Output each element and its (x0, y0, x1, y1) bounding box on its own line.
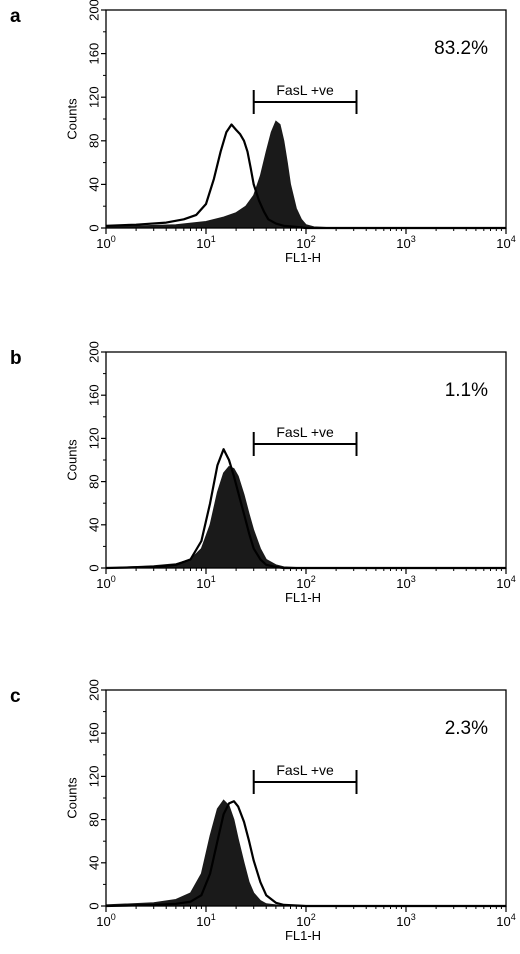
x-tick-base-b-2: 10 (296, 576, 310, 591)
y-tick-label-a-80: 80 (87, 134, 102, 148)
histogram-open-b (105, 448, 506, 570)
y-tick-label-b-40: 40 (87, 518, 102, 532)
y-axis-label-b: Counts (65, 439, 80, 481)
y-tick-label-a-120: 120 (87, 86, 102, 108)
x-tick-label-b-3: 103 (396, 574, 415, 591)
x-tick-label-c-2: 102 (296, 912, 315, 929)
y-tick-label-c-200: 200 (87, 679, 102, 701)
x-tick-label-c-1: 101 (196, 912, 215, 929)
y-tick-label-c-80: 80 (87, 812, 102, 826)
percentage-annotation-c: 2.3% (445, 718, 488, 739)
x-tick-exponent-a-3: 3 (411, 234, 416, 244)
x-tick-exponent-b-0: 0 (111, 574, 116, 584)
y-tick-label-b-0: 0 (87, 564, 102, 571)
x-tick-exponent-c-1: 1 (211, 912, 216, 922)
x-tick-label-b-0: 100 (96, 574, 115, 591)
y-tick-label-b-200: 200 (87, 341, 102, 363)
x-tick-label-c-4: 104 (496, 912, 515, 929)
x-tick-label-b-4: 104 (496, 574, 515, 591)
x-tick-exponent-c-2: 2 (311, 912, 316, 922)
y-tick-label-a-200: 200 (87, 0, 102, 21)
x-tick-base-b-4: 10 (496, 576, 510, 591)
x-tick-base-c-0: 10 (96, 914, 110, 929)
x-tick-exponent-b-2: 2 (311, 574, 316, 584)
x-tick-label-a-1: 101 (196, 234, 215, 251)
x-tick-label-a-3: 103 (396, 234, 415, 251)
x-tick-base-c-4: 10 (496, 914, 510, 929)
histogram-filled-c (105, 799, 506, 907)
x-tick-exponent-c-0: 0 (111, 912, 116, 922)
x-tick-label-b-2: 102 (296, 574, 315, 591)
x-tick-exponent-c-3: 3 (411, 912, 416, 922)
x-tick-base-a-1: 10 (196, 236, 210, 251)
x-tick-label-c-0: 100 (96, 912, 115, 929)
y-tick-label-a-40: 40 (87, 177, 102, 191)
y-tick-label-c-120: 120 (87, 766, 102, 788)
y-tick-label-c-0: 0 (87, 902, 102, 909)
percentage-annotation-b: 1.1% (445, 380, 488, 401)
histogram-filled-b (105, 465, 506, 569)
x-tick-exponent-b-1: 1 (211, 574, 216, 584)
y-tick-label-b-120: 120 (87, 428, 102, 450)
x-axis-label-c: FL1-H (285, 928, 321, 943)
x-tick-label-a-4: 104 (496, 234, 515, 251)
x-tick-exponent-a-2: 2 (311, 234, 316, 244)
x-tick-exponent-a-1: 1 (211, 234, 216, 244)
y-tick-label-c-40: 40 (87, 856, 102, 870)
y-tick-label-a-0: 0 (87, 224, 102, 231)
panel-letter-c: c (10, 686, 21, 707)
panel-letter-b: b (10, 348, 22, 369)
percentage-annotation-a: 83.2% (434, 38, 488, 59)
x-tick-base-a-0: 10 (96, 236, 110, 251)
histogram-filled-a (105, 120, 506, 229)
x-tick-base-a-3: 10 (396, 236, 410, 251)
y-tick-label-b-160: 160 (87, 384, 102, 406)
x-axis-label-a: FL1-H (285, 250, 321, 265)
x-tick-base-c-3: 10 (396, 914, 410, 929)
panel-letter-a: a (10, 6, 21, 27)
x-tick-label-a-2: 102 (296, 234, 315, 251)
x-tick-label-b-1: 101 (196, 574, 215, 591)
y-tick-label-b-80: 80 (87, 474, 102, 488)
x-tick-base-a-2: 10 (296, 236, 310, 251)
x-tick-base-b-3: 10 (396, 576, 410, 591)
x-tick-label-c-3: 103 (396, 912, 415, 929)
gate-label-a: FasL +ve (276, 82, 334, 98)
y-axis-label-c: Counts (65, 777, 80, 819)
x-tick-exponent-c-4: 4 (511, 912, 516, 922)
x-tick-base-b-0: 10 (96, 576, 110, 591)
x-tick-exponent-a-4: 4 (511, 234, 516, 244)
x-tick-base-a-4: 10 (496, 236, 510, 251)
histogram-open-a (105, 123, 506, 230)
x-axis-label-b: FL1-H (285, 590, 321, 605)
y-axis-label-a: Counts (65, 98, 80, 140)
x-tick-exponent-a-0: 0 (111, 234, 116, 244)
x-tick-base-c-2: 10 (296, 914, 310, 929)
y-tick-label-c-160: 160 (87, 722, 102, 744)
x-tick-exponent-b-4: 4 (511, 574, 516, 584)
gate-label-c: FasL +ve (276, 762, 334, 778)
x-tick-base-b-1: 10 (196, 576, 210, 591)
x-tick-exponent-b-3: 3 (411, 574, 416, 584)
y-tick-label-a-160: 160 (87, 43, 102, 65)
x-tick-base-c-1: 10 (196, 914, 210, 929)
histogram-open-c (105, 800, 506, 908)
gate-label-b: FasL +ve (276, 424, 334, 440)
x-tick-label-a-0: 100 (96, 234, 115, 251)
